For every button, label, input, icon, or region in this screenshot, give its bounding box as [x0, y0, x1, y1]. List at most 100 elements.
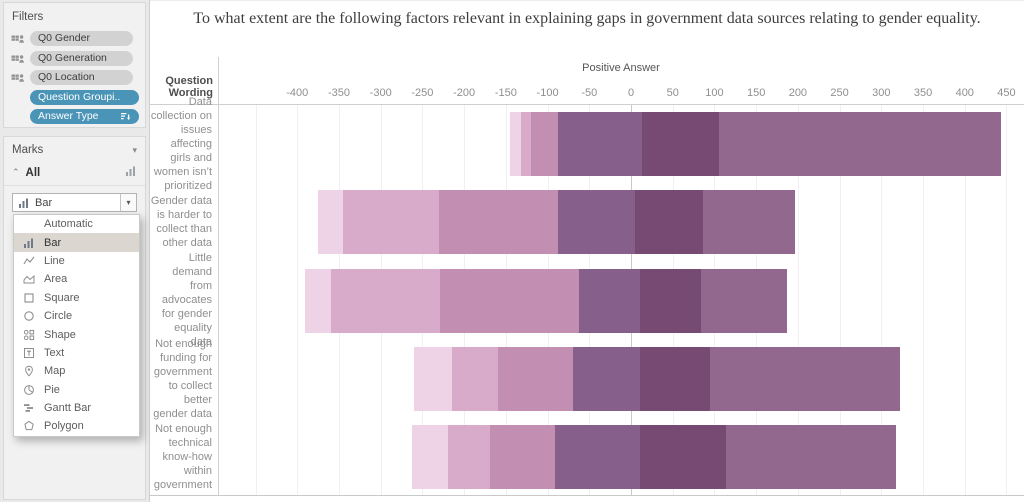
mark-type-option-bar[interactable]: Bar	[14, 233, 139, 252]
circle-mark-icon	[23, 310, 37, 322]
mark-type-option-label: Automatic	[44, 218, 93, 231]
mark-type-option-pie[interactable]: Pie	[14, 381, 139, 399]
gridline	[839, 105, 841, 495]
header-divider	[218, 57, 219, 104]
row-label[interactable]: Data collection on issues affecting girl…	[150, 96, 212, 193]
mark-type-option-shape[interactable]: Shape	[14, 325, 139, 343]
gridline	[797, 105, 799, 495]
bar-segment[interactable]	[318, 190, 344, 255]
filter-pill-q0-gender[interactable]: Q0 Gender	[30, 31, 133, 47]
mark-type-option-polygon[interactable]: Polygon	[14, 417, 139, 435]
mark-type-option-map[interactable]: Map	[14, 362, 139, 380]
mark-type-option-text[interactable]: Text	[14, 344, 139, 362]
bar-segment[interactable]	[579, 268, 641, 333]
axis-tick: -200	[453, 87, 476, 99]
row-label[interactable]: Little demand from advocates for gender …	[161, 252, 212, 349]
square-mark-icon	[23, 292, 37, 304]
bar-segment[interactable]	[557, 190, 636, 255]
gridline	[923, 105, 925, 495]
bar-segment[interactable]	[555, 424, 641, 489]
row-header-label: Question Wording	[165, 75, 213, 99]
mark-type-option-label: Line	[44, 254, 65, 267]
bar-segment[interactable]	[572, 346, 641, 411]
filter-pill-question-groupi[interactable]: Question Groupi..	[30, 89, 139, 105]
bar-segment[interactable]	[530, 112, 558, 177]
filters-card: Filters Q0 Gender Q0 Generation Q0 Locatio…	[3, 2, 146, 128]
mark-type-option-line[interactable]: Line	[14, 252, 139, 270]
mark-type-option-square[interactable]: Square	[14, 289, 139, 307]
bar-segment[interactable]	[343, 190, 440, 255]
axis-tick: -350	[327, 87, 350, 99]
filters-card-title: Filters	[12, 11, 44, 23]
axis-tick: 400	[955, 87, 974, 99]
worksheet: To what extent are the following factors…	[150, 0, 1024, 502]
bar-segment[interactable]	[640, 268, 702, 333]
bar-segment[interactable]	[498, 346, 573, 411]
mark-type-option-label: Shape	[44, 328, 76, 341]
bar-segment[interactable]	[304, 268, 331, 333]
marks-menu-caret-icon[interactable]: ▾	[132, 144, 137, 155]
mark-type-option-label: Circle	[44, 310, 73, 323]
related-datasource-filter-icon	[11, 33, 30, 44]
filter-pill-answer-type[interactable]: Answer Type	[30, 109, 139, 125]
axis-header: Positive Answer Question Wording -400 -35…	[150, 57, 1024, 105]
pie-mark-icon	[23, 384, 37, 396]
row-label[interactable]: Gender data is harder to collect than ot…	[150, 195, 212, 250]
axis-tick: 150	[746, 87, 766, 99]
chevron-down-icon[interactable]: ▾	[120, 194, 136, 211]
marks-all-row[interactable]: ⌃ All	[4, 160, 145, 186]
mark-type-option-label: Area	[44, 273, 68, 286]
filter-pill-q0-generation[interactable]: Q0 Generation	[30, 50, 133, 66]
polygon-mark-icon	[23, 420, 37, 432]
barchart-icon	[125, 164, 137, 182]
axis-tick: 300	[872, 87, 891, 99]
mark-type-option-circle[interactable]: Circle	[14, 307, 139, 325]
bar-segment[interactable]	[701, 268, 788, 333]
axis-tick: 200	[788, 87, 808, 99]
filter-pill-q0-location[interactable]: Q0 Location	[30, 70, 133, 86]
plot-area: Data collection on issues affecting girl…	[150, 96, 1024, 496]
bar-segment[interactable]	[414, 346, 452, 411]
bar-segment[interactable]	[718, 112, 1001, 177]
bar-mark-icon	[23, 237, 37, 249]
bar-segment[interactable]	[640, 424, 727, 489]
bar-segment[interactable]	[448, 424, 490, 489]
mark-type-option-label: Gantt Bar	[44, 402, 92, 415]
bar-segment[interactable]	[451, 346, 499, 411]
bar-segment[interactable]	[510, 112, 521, 177]
axis-tick: 350	[913, 87, 933, 99]
mark-type-option-gantt-bar[interactable]: Gantt Bar	[14, 399, 139, 417]
axis-tick: 100	[705, 87, 724, 99]
bar-segment[interactable]	[710, 346, 900, 411]
mark-type-option-label: Text	[44, 346, 65, 359]
gridline	[255, 105, 257, 495]
bar-segment[interactable]	[439, 268, 580, 333]
bar-segment[interactable]	[330, 268, 440, 333]
row-label[interactable]: Not enough funding for government to col…	[153, 337, 212, 420]
sidebar: Filters Q0 Gender Q0 Generation Q0 Locatio…	[0, 0, 150, 502]
mark-type-option-label: Map	[44, 365, 66, 378]
bar-segment[interactable]	[439, 190, 558, 255]
bar-segment[interactable]	[557, 112, 642, 177]
axis-divider	[218, 105, 219, 495]
bar-segment[interactable]	[641, 112, 719, 177]
gridline	[297, 105, 299, 495]
mark-type-option-label: Bar	[44, 236, 62, 249]
bar-segment[interactable]	[640, 346, 711, 411]
bar-segment[interactable]	[635, 190, 703, 255]
filters-pill-list: Q0 Gender Q0 Generation Q0 Location Questio…	[4, 29, 145, 127]
bar-segment[interactable]	[726, 424, 896, 489]
mark-type-option-automatic[interactable]: Automatic	[14, 215, 139, 233]
bar-segment[interactable]	[490, 424, 556, 489]
collapse-caret-icon: ⌃	[12, 167, 20, 177]
text-mark-icon	[23, 347, 37, 359]
bar-segment[interactable]	[411, 424, 449, 489]
row-label[interactable]: Not enough technical know-how within gov…	[153, 422, 212, 491]
mark-type-select[interactable]: Bar ▾	[12, 193, 137, 212]
map-mark-icon	[23, 365, 37, 377]
bar-segment[interactable]	[702, 190, 796, 255]
mark-type-option-area[interactable]: Area	[14, 270, 139, 288]
filter-pill-label: Question Groupi..	[38, 90, 121, 103]
bar-segment[interactable]	[520, 112, 531, 177]
